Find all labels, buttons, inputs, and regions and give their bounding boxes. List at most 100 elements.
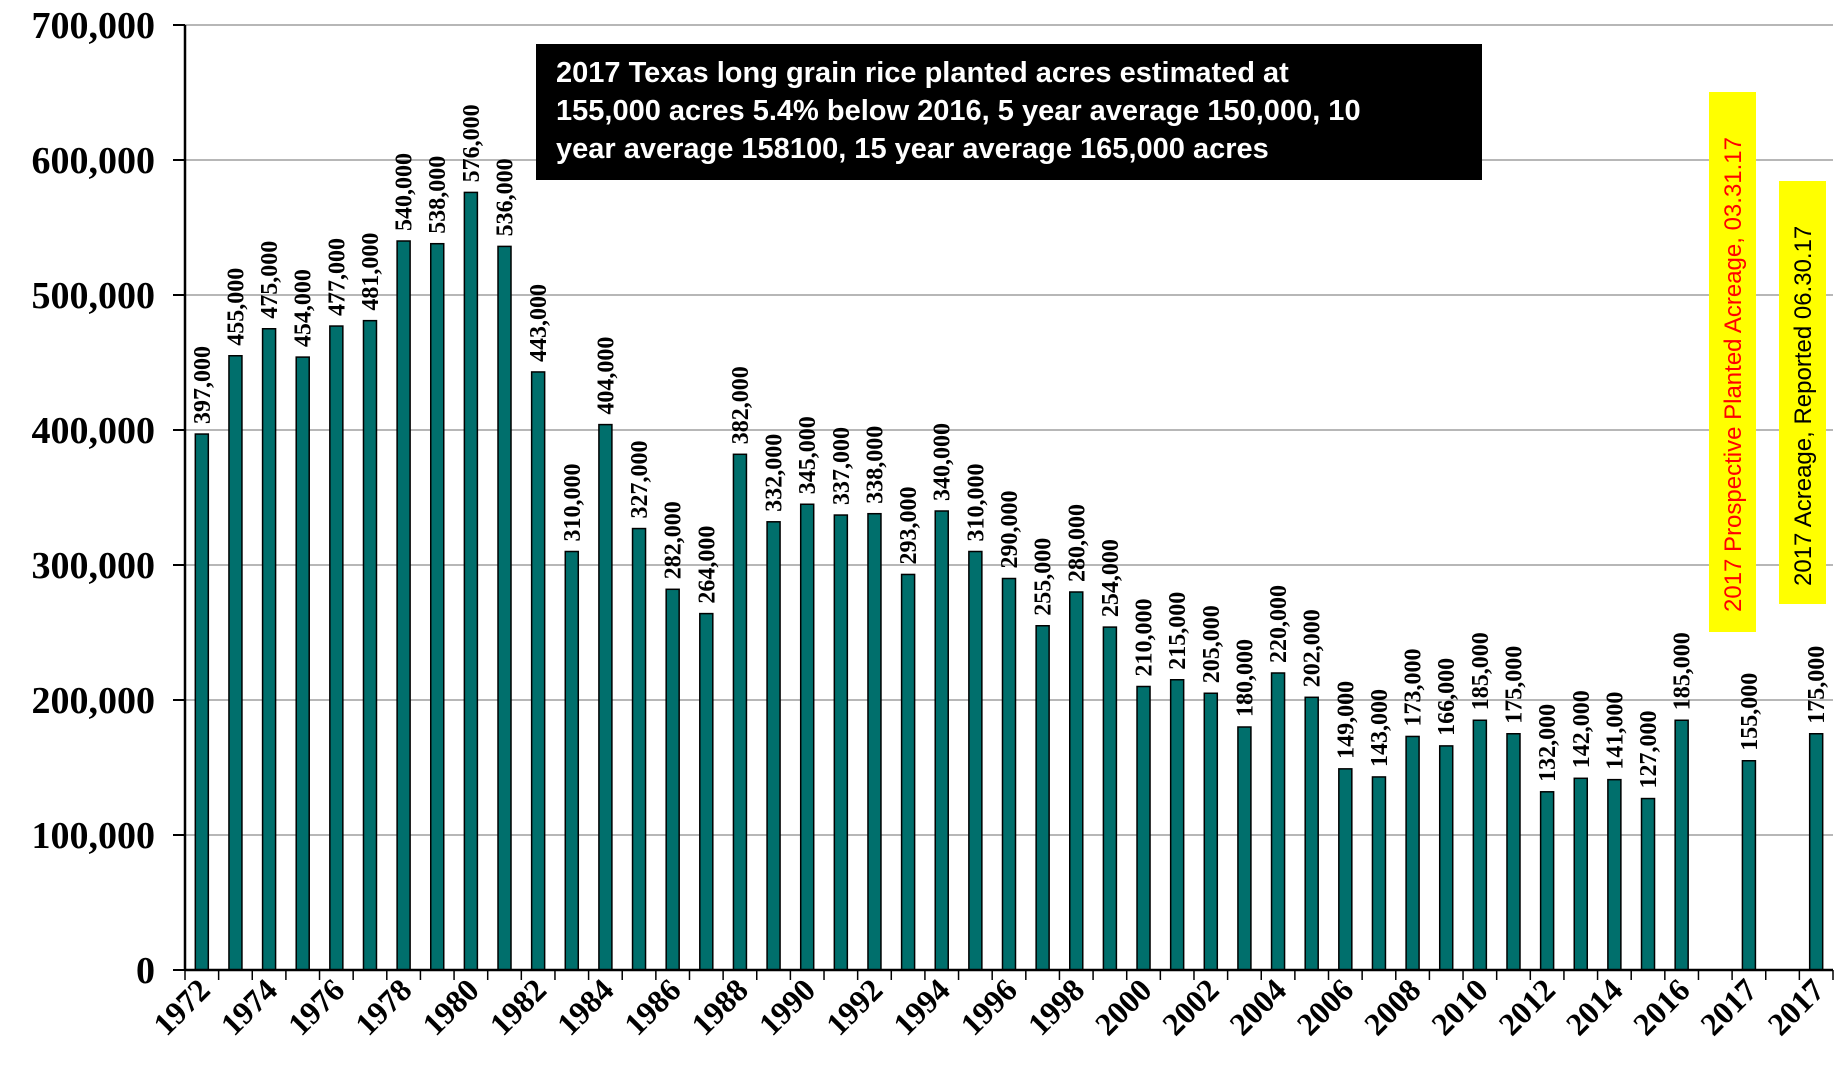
data-label: 454,000 (291, 269, 317, 347)
summary-line-2: 155,000 acres 5.4% below 2016, 5 year av… (556, 95, 1361, 127)
data-label: 455,000 (223, 268, 249, 346)
bar-1986 (665, 588, 680, 971)
data-label: 215,000 (1165, 592, 1191, 670)
bar-1972 (194, 433, 210, 971)
bar-1996 (1001, 577, 1017, 971)
x-tick-label: 2017 (1760, 971, 1831, 1042)
data-label: 443,000 (526, 284, 552, 362)
bar-1976 (329, 325, 344, 971)
x-tick-label: 1994 (886, 971, 957, 1042)
bar-2014 (1607, 778, 1622, 971)
bar-2012 (1539, 791, 1555, 971)
data-labels: 397,000 455,000 475,000 454,000 477,000 481,0… (190, 104, 1830, 788)
data-label: 536,000 (493, 158, 519, 236)
data-label: 143,000 (1367, 689, 1393, 767)
y-tick-label: 600,000 (32, 140, 156, 182)
bar-1985 (631, 527, 647, 971)
x-tick-label: 1984 (550, 971, 621, 1042)
data-label: 210,000 (1132, 599, 1158, 677)
x-tick-label: 1980 (415, 971, 486, 1042)
bar-1982 (530, 371, 546, 971)
data-label: 290,000 (997, 491, 1023, 569)
bar-2006 (1338, 768, 1353, 971)
bar-2017 (1741, 760, 1757, 971)
summary-line-1: 2017 Texas long grain rice planted acres… (556, 57, 1289, 89)
data-label: 397,000 (190, 346, 216, 424)
data-label: 155,000 (1737, 673, 1763, 751)
bar-2011 (1506, 733, 1521, 971)
x-tick-label: 1986 (617, 971, 688, 1042)
summary-line-3: year average 158100, 15 year average 165… (556, 133, 1269, 165)
bar-2015 (1640, 797, 1656, 971)
y-tick-label: 300,000 (32, 545, 156, 587)
annotation-reported-bg (1779, 181, 1826, 604)
y-tick-label: 400,000 (32, 410, 156, 452)
bar-1992 (867, 512, 882, 971)
data-label: 475,000 (257, 241, 283, 319)
data-label: 254,000 (1098, 539, 1124, 617)
annotation-prospective-bg (1709, 92, 1756, 632)
x-tick-label: 2016 (1626, 971, 1697, 1042)
bar-1979 (429, 242, 445, 971)
x-tick-label: 2006 (1290, 971, 1361, 1042)
annotation-reported: 2017 Acreage, Reported 06.30.17 (1779, 181, 1826, 604)
x-tick-label: 2002 (1155, 971, 1226, 1042)
bar-1984 (598, 423, 613, 971)
data-label: 220,000 (1266, 585, 1292, 663)
data-label: 337,000 (829, 427, 855, 505)
y-tick-label: 700,000 (32, 5, 156, 47)
bar-1988 (732, 453, 748, 971)
annotation-reported-text: 2017 Acreage, Reported 06.30.17 (1790, 226, 1817, 586)
data-label: 540,000 (392, 153, 418, 231)
data-label: 127,000 (1636, 711, 1662, 789)
data-label: 141,000 (1602, 692, 1628, 770)
x-tick-label: 1996 (953, 971, 1024, 1042)
bar-2013 (1573, 777, 1589, 971)
data-label: 282,000 (661, 501, 687, 579)
bar-2000 (1136, 685, 1151, 971)
bar-2005 (1304, 696, 1319, 971)
bar-1999 (1102, 626, 1118, 971)
data-label: 280,000 (1064, 504, 1090, 582)
x-tick-label: 1974 (213, 971, 284, 1042)
y-axis-ticks: 0 100,000 200,000 300,000 400,000 500,000 600,… (32, 5, 156, 992)
bar-1975 (295, 356, 310, 971)
x-tick-label: 2010 (1424, 971, 1495, 1042)
data-label: 538,000 (425, 156, 451, 234)
data-label: 175,000 (1804, 646, 1830, 724)
data-label: 345,000 (795, 416, 821, 494)
x-tick-label: 1972 (146, 971, 217, 1042)
x-tick-label: 2014 (1559, 971, 1630, 1042)
data-label: 185,000 (1468, 632, 1494, 710)
y-tick-label: 500,000 (32, 275, 156, 317)
x-tick-label: 1978 (348, 971, 419, 1042)
bar-2010 (1472, 719, 1488, 971)
bar-1977 (362, 319, 378, 971)
data-label: 142,000 (1569, 690, 1595, 768)
x-tick-label: 1976 (281, 971, 352, 1042)
bar-1995 (968, 550, 983, 971)
annotation-prospective-text: 2017 Prospective Planted Acreage, 03.31.… (1720, 137, 1747, 612)
x-axis-ticks: 1972197419761978198019821984198619881990… (146, 971, 1831, 1042)
data-label: 477,000 (324, 238, 350, 316)
data-label: 327,000 (627, 441, 653, 519)
bar-1987 (699, 612, 714, 971)
data-label: 264,000 (694, 526, 720, 604)
data-label: 202,000 (1300, 609, 1326, 687)
x-tick-label: 2000 (1088, 971, 1159, 1042)
annotation-prospective: 2017 Prospective Planted Acreage, 03.31.… (1709, 92, 1756, 632)
y-tick-label: 0 (136, 950, 155, 992)
bar-1981 (497, 245, 512, 971)
data-label: 340,000 (930, 423, 956, 501)
data-label: 180,000 (1232, 639, 1258, 717)
x-tick-label: 2004 (1222, 971, 1293, 1042)
data-label: 255,000 (1031, 538, 1057, 616)
bar-2003 (1237, 726, 1252, 971)
bar-1974 (261, 328, 277, 971)
x-tick-label: 1990 (751, 971, 822, 1042)
x-tick-label: 1988 (684, 971, 755, 1042)
data-label: 576,000 (459, 104, 485, 182)
data-label: 166,000 (1434, 658, 1460, 736)
x-tick-label: 2017 (1693, 971, 1764, 1042)
x-tick-label: 2012 (1491, 971, 1562, 1042)
